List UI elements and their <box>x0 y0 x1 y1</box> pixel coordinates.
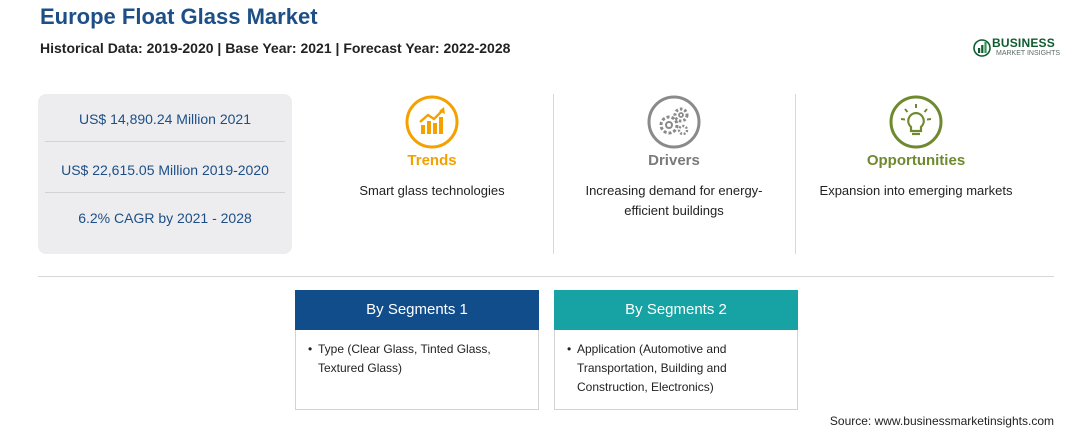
stat-market-size-2021: US$ 14,890.24 Million 2021 <box>78 111 251 127</box>
trends-chart-icon <box>405 95 459 149</box>
market-stats-panel: US$ 14,890.24 Million 2021 US$ 22,615.05… <box>38 94 292 254</box>
feature-opportunities-name: Opportunities <box>866 152 966 169</box>
feature-drivers: Drivers Increasing demand for energy-eff… <box>554 94 794 221</box>
section-divider <box>38 276 1054 277</box>
logo-subtext: MARKET INSIGHTS <box>996 50 1061 57</box>
company-logo: BUSINESS MARKET INSIGHTS <box>972 34 1062 60</box>
stat-divider <box>45 141 285 142</box>
feature-trends-name: Trends <box>407 152 457 169</box>
feature-drivers-name: Drivers <box>648 152 700 169</box>
page-subtitle: Historical Data: 2019-2020 | Base Year: … <box>40 40 511 56</box>
segment-card-1-body: • Type (Clear Glass, Tinted Glass, Textu… <box>296 330 538 378</box>
segment-card-2-title: By Segments 2 <box>554 290 798 330</box>
logo-name: BUSINESS <box>992 36 1055 50</box>
source-citation: Source: www.businessmarketinsights.com <box>829 414 1054 428</box>
feature-opportunities-description: Expansion into emerging markets <box>819 183 1013 198</box>
segment-card-1: By Segments 1 • Type (Clear Glass, Tinte… <box>295 290 539 410</box>
bullet-icon: • <box>308 342 313 356</box>
logo-globe-icon <box>973 39 991 57</box>
segment-card-1-title: By Segments 1 <box>295 290 539 330</box>
stat-cagr: 6.2% CAGR by 2021 - 2028 <box>78 210 252 226</box>
feature-divider <box>553 94 554 254</box>
stat-divider <box>45 192 285 193</box>
feature-divider <box>795 94 796 254</box>
feature-trends: Trends Smart glass technologies <box>312 94 552 201</box>
feature-opportunities: Opportunities Expansion into emerging ma… <box>796 94 1036 201</box>
page-title: Europe Float Glass Market <box>40 4 318 29</box>
bullet-icon: • <box>567 342 572 356</box>
feature-drivers-description: Increasing demand for energy-efficient b… <box>585 183 763 218</box>
feature-trends-description: Smart glass technologies <box>359 183 505 198</box>
segment-card-2: By Segments 2 • Application (Automotive … <box>554 290 798 410</box>
segment-card-2-text: Application (Automotive and Transportati… <box>577 342 727 394</box>
lightbulb-icon <box>889 95 943 149</box>
segment-card-1-text: Type (Clear Glass, Tinted Glass, Texture… <box>318 342 491 375</box>
gears-icon <box>647 95 701 149</box>
segment-card-2-body: • Application (Automotive and Transporta… <box>555 330 797 397</box>
stat-market-size-2019-2020: US$ 22,615.05 Million 2019-2020 <box>61 162 269 178</box>
